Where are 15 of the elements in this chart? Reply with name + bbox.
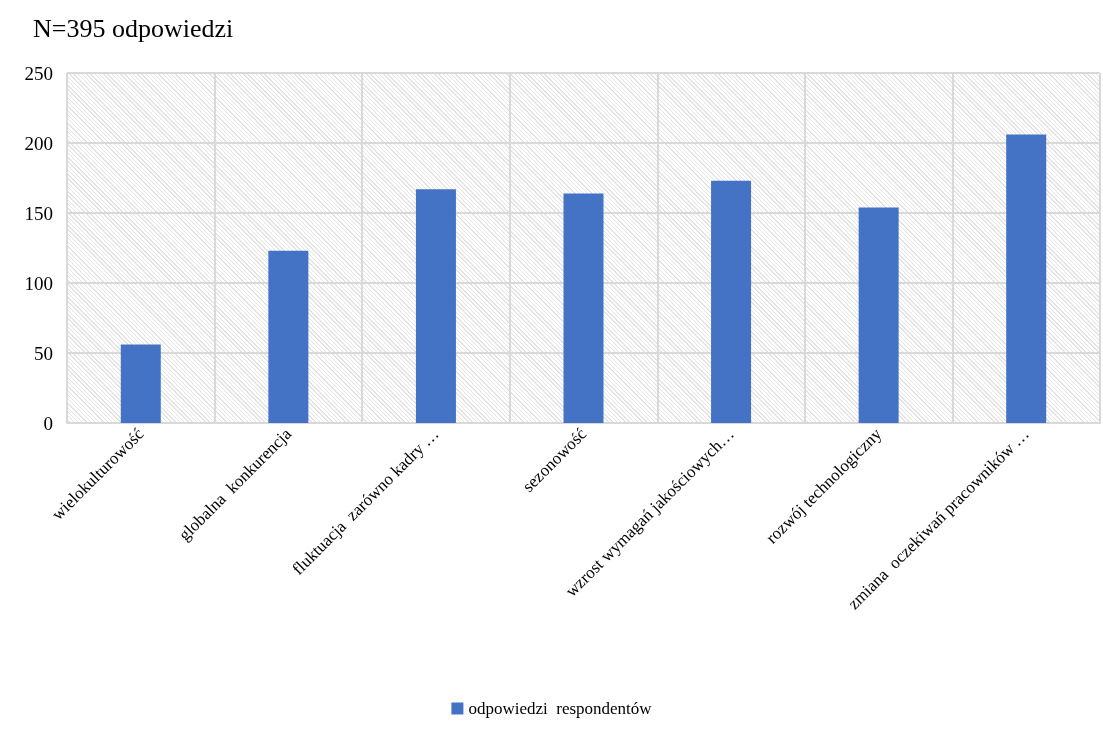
y-tick-label: 200: [24, 132, 53, 154]
bar: [711, 180, 752, 423]
bar: [858, 207, 899, 423]
y-tick-label: 0: [43, 412, 53, 434]
bar: [268, 250, 309, 423]
y-tick-label: 150: [24, 202, 53, 224]
y-tick-label: 250: [24, 62, 53, 84]
legend-label: odpowiedzi respondentów: [468, 699, 653, 718]
bar: [563, 193, 604, 423]
bar: [120, 344, 161, 423]
y-tick-label: 100: [24, 272, 53, 294]
chart-title: N=395 odpowiedzi: [33, 13, 234, 43]
y-tick-label: 50: [34, 342, 53, 364]
bar: [1006, 134, 1047, 423]
bar: [415, 189, 456, 423]
